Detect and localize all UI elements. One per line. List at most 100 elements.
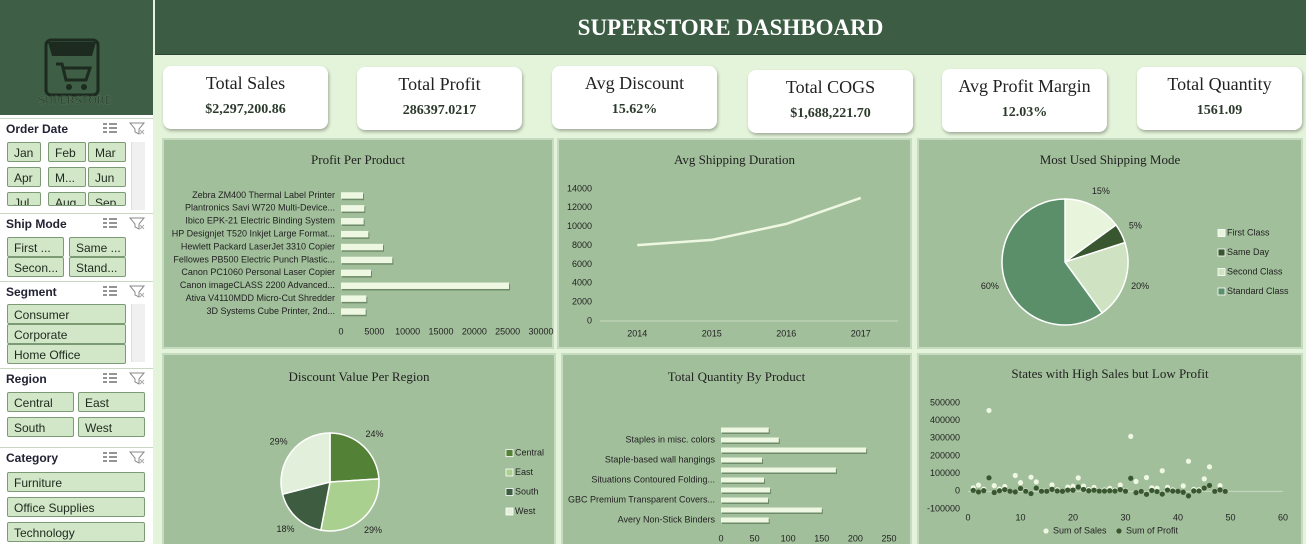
pie-slice <box>280 432 331 496</box>
kpi-card: Total Profit 286397.0217 <box>357 67 522 130</box>
point <box>1028 490 1034 497</box>
point <box>1059 488 1066 494</box>
point <box>1091 487 1097 493</box>
slicer-icons[interactable] <box>102 371 146 385</box>
point <box>1154 488 1160 495</box>
scrollbar[interactable] <box>131 304 145 362</box>
slicer-button[interactable]: Aug <box>48 192 86 206</box>
point <box>1143 491 1150 497</box>
x-tick-label: 30000 <box>528 326 553 336</box>
slicer-button[interactable]: Home Office <box>7 344 126 364</box>
legend-swatch <box>505 488 514 496</box>
slicer-button[interactable]: West <box>78 417 145 437</box>
y-tick-label: Ativa V4110MDD Micro-Cut Shredder <box>186 293 335 303</box>
point <box>1128 475 1134 481</box>
slicer-button[interactable]: Central <box>7 392 74 412</box>
slicer-icons[interactable] <box>102 450 146 464</box>
bar <box>721 447 867 453</box>
point <box>1007 488 1013 494</box>
slicer-button[interactable]: South <box>7 417 74 437</box>
x-tick-label: 30 <box>1120 512 1130 522</box>
point <box>1080 486 1087 493</box>
data-label: 24% <box>365 429 383 439</box>
slicer-header: Region <box>0 368 153 387</box>
bar <box>341 192 363 199</box>
point <box>1028 474 1034 480</box>
slicer-button[interactable]: Technology <box>7 522 145 542</box>
slicer-button[interactable]: First ... <box>7 237 64 257</box>
point <box>1180 489 1186 495</box>
point <box>991 489 997 496</box>
point <box>1170 488 1176 494</box>
slicer-button[interactable]: East <box>78 392 145 412</box>
x-tick-label: 5000 <box>364 326 384 336</box>
kpi-card: Total Quantity 1561.09 <box>1137 67 1302 130</box>
point <box>1117 487 1123 493</box>
bar <box>341 308 366 315</box>
legend-label: Second Class <box>1227 266 1283 276</box>
y-tick-label: 10000 <box>567 221 592 231</box>
slicer-button[interactable]: Jan <box>7 142 41 162</box>
point <box>1075 484 1081 490</box>
slicer-button[interactable]: Secon... <box>7 257 64 277</box>
point <box>1143 474 1150 481</box>
x-tick-label: 200 <box>848 533 863 543</box>
panel <box>917 353 1303 544</box>
scrollbar[interactable] <box>131 142 145 210</box>
slicer-button[interactable]: M... <box>48 167 86 187</box>
slicer-button[interactable]: Consumer <box>7 304 126 324</box>
point <box>1023 488 1029 494</box>
point <box>1075 475 1081 481</box>
legend-label: Central <box>515 447 544 457</box>
kpi-card: Total COGS $1,688,221.70 <box>748 70 913 133</box>
slicer-button[interactable]: Same ... <box>69 237 126 257</box>
x-tick-label: 2017 <box>851 328 871 338</box>
legend-swatch <box>1217 287 1226 296</box>
kpi-card: Total Sales $2,297,200.86 <box>163 66 328 129</box>
legend-label: South <box>515 486 539 496</box>
bar <box>341 205 365 212</box>
y-tick-label: 500000 <box>930 397 960 407</box>
legend-label: First Class <box>1227 227 1270 237</box>
bar <box>341 230 369 238</box>
bar <box>721 497 769 503</box>
header: SUPERSTORE DASHBOARD <box>155 0 1306 55</box>
y-tick-label: 0 <box>587 315 592 325</box>
slicer-button[interactable]: Furniture <box>7 472 145 492</box>
slicer-button[interactable]: Sep <box>88 192 126 206</box>
chart-title: Total Quantity By Product <box>668 369 806 384</box>
slicer-button[interactable]: Mar <box>88 142 126 162</box>
point <box>1185 493 1192 499</box>
point <box>1212 488 1218 494</box>
point <box>1107 488 1113 494</box>
kpi-value: 1561.09 <box>1196 103 1243 118</box>
chart-title: Avg Shipping Duration <box>674 152 796 167</box>
data-label: 5% <box>1129 221 1142 231</box>
point <box>1149 487 1155 494</box>
slicer-icons[interactable] <box>102 121 146 135</box>
point <box>1002 486 1008 493</box>
y-tick-label: Canon imageCLASS 2200 Advanced... <box>180 280 335 290</box>
point <box>1164 487 1171 493</box>
y-tick-label: 300000 <box>930 433 960 443</box>
x-tick-label: 20000 <box>462 326 487 336</box>
y-tick-label: 2000 <box>572 297 592 307</box>
slicer-button[interactable]: Jul <box>7 192 41 206</box>
slicer-button[interactable]: Office Supplies <box>7 497 145 517</box>
bar <box>721 437 779 443</box>
y-tick-label: Staple-based wall hangings <box>605 454 716 464</box>
bar <box>721 457 762 463</box>
slicer-button[interactable]: Jun <box>88 167 126 187</box>
slicer-icons[interactable] <box>102 284 146 298</box>
y-tick-label: 12000 <box>567 202 592 212</box>
point <box>1044 488 1050 494</box>
slicer-button[interactable]: Corporate <box>7 324 126 344</box>
slicer-button[interactable]: Apr <box>7 167 41 187</box>
slicer-icons[interactable] <box>102 216 146 230</box>
x-tick-label: 250 <box>881 533 896 543</box>
bar <box>721 487 771 493</box>
slicer-button[interactable]: Feb <box>48 142 86 162</box>
slicer-button[interactable]: Stand... <box>69 257 126 277</box>
y-tick-label: GBC Premium Transparent Covers... <box>568 494 715 504</box>
